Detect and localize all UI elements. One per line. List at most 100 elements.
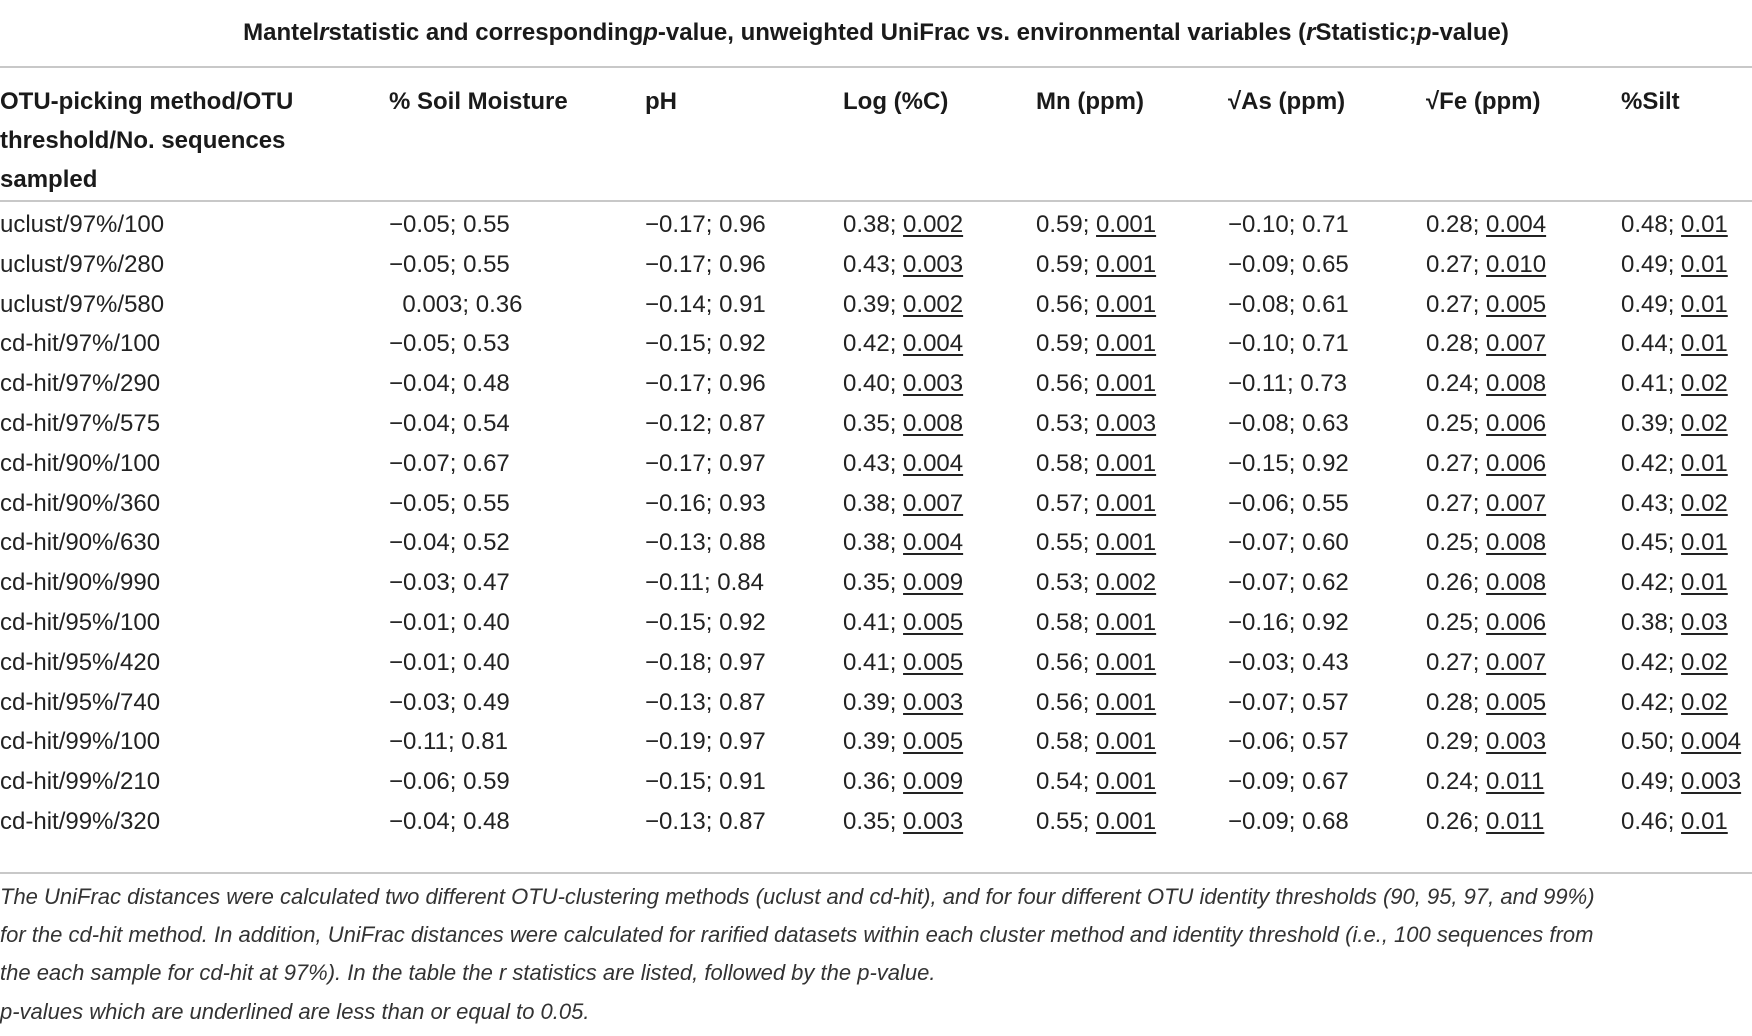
footnote-line-4: p-values which are underlined are less t… <box>0 999 590 1024</box>
r-statistic: 0.35; <box>843 807 904 835</box>
table-cell: 0.35; 0.003 <box>843 808 963 836</box>
table-cell: −0.07; 0.60 <box>1228 529 1349 557</box>
column-header-ph: pH <box>645 88 677 115</box>
caption-part-5: -value) <box>1431 19 1509 46</box>
p-value: 0.57 <box>1302 728 1349 756</box>
p-value-significant: 0.008 <box>1486 569 1547 597</box>
table-cell: −0.05; 0.55 <box>389 251 510 279</box>
table-cell: 0.41; 0.02 <box>1621 370 1728 398</box>
table-cell: 0.55; 0.001 <box>1036 529 1156 557</box>
table-body: uclust/97%/100 −0.05; 0.55 −0.17; 0.96 0.38… <box>0 202 1752 839</box>
table-cell: 0.42; 0.02 <box>1621 689 1728 717</box>
table-cell: 0.48; 0.01 <box>1621 211 1728 239</box>
table-cell: −0.19; 0.97 <box>645 728 766 756</box>
table-cell: 0.50; 0.004 <box>1621 728 1741 756</box>
table-cell: −0.18; 0.97 <box>645 649 766 677</box>
p-value-significant: 0.005 <box>903 608 964 636</box>
table-row: cd-hit/90%/990 −0.03; 0.47 −0.11; 0.84 0.35… <box>0 560 1752 600</box>
column-header-otu-method: OTU-picking method/OTU threshold/No. seq… <box>0 88 294 193</box>
table-row: uclust/97%/100 −0.05; 0.55 −0.17; 0.96 0.38… <box>0 202 1752 242</box>
caption-part-1: Mantel <box>243 19 320 46</box>
r-statistic: 0.35; <box>843 569 904 597</box>
table-row: uclust/97%/280 −0.05; 0.55 −0.17; 0.96 0.43… <box>0 242 1752 282</box>
table-cell: 0.26; 0.008 <box>1426 569 1546 597</box>
r-statistic: 0.54; <box>1036 768 1097 796</box>
table-cell: −0.15; 0.92 <box>1228 450 1349 478</box>
table-cell: 0.28; 0.004 <box>1426 211 1546 239</box>
footnote-line-1: The UniFrac distances were calculated tw… <box>0 884 1595 909</box>
table-cell: −0.10; 0.71 <box>1228 211 1349 239</box>
p-value: 0.96 <box>719 211 766 238</box>
caption-part-4: Statistic; <box>1315 19 1417 46</box>
r-statistic: 0.26; <box>1426 569 1487 597</box>
p-value: 0.97 <box>719 728 766 756</box>
p-value-significant: 0.001 <box>1096 529 1157 557</box>
r-statistic: −0.06; <box>1228 728 1303 756</box>
table-cell: −0.11; 0.84 <box>645 569 764 597</box>
r-statistic: −0.05; <box>389 489 464 517</box>
table-cell: 0.55; 0.001 <box>1036 808 1156 836</box>
p-value-significant: 0.003 <box>903 688 964 716</box>
p-value-significant: 0.01 <box>1681 250 1728 278</box>
table-cell: −0.03; 0.49 <box>389 689 510 717</box>
table-cell: −0.05; 0.55 <box>389 211 510 239</box>
p-value: 0.92 <box>1302 608 1349 636</box>
r-statistic: −0.03; <box>389 569 464 597</box>
table-cell: 0.56; 0.001 <box>1036 689 1156 717</box>
table-cell: 0.27; 0.010 <box>1426 251 1546 279</box>
table-cell: 0.42; 0.01 <box>1621 450 1728 478</box>
table-row: cd-hit/97%/290 −0.04; 0.48 −0.17; 0.96 0.40… <box>0 361 1752 401</box>
table-row: cd-hit/90%/360 −0.05; 0.55 −0.16; 0.93 0.38… <box>0 481 1752 521</box>
row-label: cd-hit/95%/740 <box>0 688 161 716</box>
r-statistic: 0.28; <box>1426 330 1487 358</box>
p-value: 0.97 <box>719 648 766 676</box>
r-statistic: −0.17; <box>645 211 720 238</box>
table-cell: −0.03; 0.47 <box>389 569 510 597</box>
r-statistic: −0.04; <box>389 807 464 835</box>
r-statistic: 0.56; <box>1036 648 1097 676</box>
p-value: 0.71 <box>1302 211 1349 238</box>
table-cell: −0.04; 0.48 <box>389 370 510 398</box>
p-value-significant: 0.003 <box>1096 409 1157 437</box>
r-statistic: −0.09; <box>1228 807 1303 835</box>
table-cell: −0.17; 0.96 <box>645 251 766 279</box>
table-cell: −0.08; 0.61 <box>1228 291 1349 319</box>
row-label: cd-hit/99%/100 <box>0 728 161 756</box>
column-header-soil-moisture: % Soil Moisture <box>389 88 568 115</box>
table-header: OTU-picking method/OTU threshold/No. seq… <box>0 68 1752 202</box>
table-cell: −0.09; 0.67 <box>1228 768 1349 796</box>
r-statistic: 0.41; <box>843 648 904 676</box>
table-cell: −0.06; 0.57 <box>1228 728 1349 756</box>
p-value: 0.96 <box>719 370 766 398</box>
p-value-significant: 0.002 <box>1096 569 1157 597</box>
table-cell: −0.07; 0.57 <box>1228 689 1349 717</box>
table-cell: −0.05; 0.55 <box>389 490 510 518</box>
column-header-silt: %Silt <box>1621 88 1680 115</box>
r-statistic: 0.003; <box>389 290 476 318</box>
r-statistic: 0.29; <box>1426 728 1487 756</box>
r-statistic: −0.05; <box>389 250 464 278</box>
p-value-significant: 0.02 <box>1681 370 1728 398</box>
p-value: 0.84 <box>717 569 764 597</box>
table-cell: −0.11; 0.81 <box>389 728 508 756</box>
row-label: uclust/97%/280 <box>0 250 165 278</box>
p-value-significant: 0.004 <box>1486 211 1547 238</box>
r-statistic: −0.01; <box>389 608 464 636</box>
r-statistic: −0.11; <box>389 728 462 756</box>
table-cell: 0.38; 0.03 <box>1621 609 1728 637</box>
table-cell: −0.16; 0.93 <box>645 490 766 518</box>
p-value: 0.43 <box>1302 648 1349 676</box>
r-statistic: −0.15; <box>645 608 720 636</box>
r-statistic: 0.42; <box>843 330 904 358</box>
p-value: 0.57 <box>1302 688 1349 716</box>
p-value-significant: 0.002 <box>903 290 964 318</box>
table-cell: 0.27; 0.007 <box>1426 649 1546 677</box>
table-cell: 0.56; 0.001 <box>1036 649 1156 677</box>
table-cell: 0.28; 0.007 <box>1426 330 1546 358</box>
r-statistic: 0.49; <box>1621 768 1682 796</box>
table-cell: 0.49; 0.01 <box>1621 291 1728 319</box>
p-value-significant: 0.005 <box>1486 688 1547 716</box>
r-statistic: −0.15; <box>645 768 720 796</box>
column-header-fe: √Fe (ppm) <box>1426 88 1541 115</box>
p-value-significant: 0.003 <box>903 807 964 835</box>
